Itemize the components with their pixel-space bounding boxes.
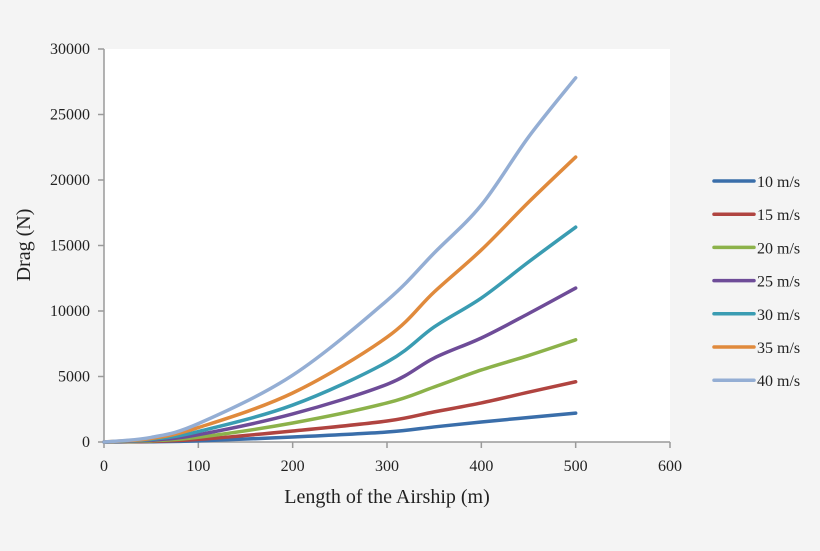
legend-label: 10 m/s — [757, 174, 800, 191]
x-tick-label: 200 — [281, 458, 305, 475]
series-line-40ms — [102, 76, 578, 444]
x-tick-label: 400 — [469, 458, 493, 475]
legend-label: 15 m/s — [757, 207, 800, 224]
x-axis: 0 100 200 300 400 500 600 — [100, 441, 682, 475]
y-tick-label: 0 — [82, 434, 90, 451]
x-tick-label: 600 — [658, 458, 682, 475]
legend-item: 35 m/s — [712, 340, 800, 357]
y-tick-label: 10000 — [50, 303, 90, 320]
y-axis-title: Drag (N) — [13, 209, 35, 282]
x-tick-label: 500 — [564, 458, 588, 475]
legend-item: 15 m/s — [712, 207, 800, 224]
legend-label: 40 m/s — [757, 373, 800, 390]
x-tick-label: 300 — [375, 458, 399, 475]
x-tick-label: 0 — [100, 458, 108, 475]
legend-item: 20 m/s — [712, 240, 800, 257]
legend-item: 25 m/s — [712, 274, 800, 291]
y-tick-label: 30000 — [50, 41, 90, 58]
legend-item: 30 m/s — [712, 307, 800, 324]
x-axis-title: Length of the Airship (m) — [284, 486, 490, 508]
legend-label: 35 m/s — [757, 340, 800, 357]
y-tick-label: 15000 — [50, 238, 90, 255]
y-tick-label: 25000 — [50, 107, 90, 124]
x-tick-label: 100 — [186, 458, 210, 475]
legend-label: 20 m/s — [757, 240, 800, 257]
legend-label: 25 m/s — [757, 274, 800, 291]
plot-area — [104, 49, 670, 442]
y-tick-label: 5000 — [58, 369, 90, 386]
legend-item: 10 m/s — [712, 174, 800, 191]
y-tick-label: 20000 — [50, 172, 90, 189]
legend: 10 m/s 15 m/s 20 m/s 25 m/s 30 m/s 35 m/s 40 m… — [712, 174, 800, 390]
legend-label: 30 m/s — [757, 307, 800, 324]
series-lines — [102, 76, 578, 444]
legend-item: 40 m/s — [712, 373, 800, 390]
y-axis: 0 5000 10000 15000 20000 25000 30000 — [50, 41, 105, 451]
